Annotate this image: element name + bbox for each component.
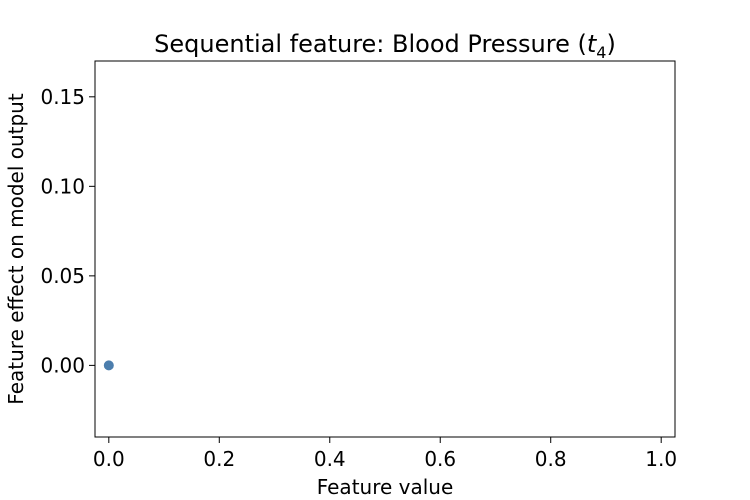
x-tick-label: 0.0: [93, 447, 125, 471]
chart-title-close: ): [606, 30, 615, 58]
data-point: [103, 360, 114, 371]
x-tick-label: 0.8: [535, 447, 567, 471]
x-tick-label: 1.0: [645, 447, 677, 471]
chart-title-main: Sequential feature: Blood Pressure (: [154, 30, 587, 58]
x-axis: 0.0 0.2 0.4 0.6 0.8 1.0: [93, 437, 677, 471]
x-tick-label: 0.2: [203, 447, 235, 471]
y-tick-label: 0.15: [40, 85, 85, 109]
y-tick-label: 0.10: [40, 174, 85, 198]
x-tick-label: 0.6: [424, 447, 456, 471]
plot-frame: [94, 60, 676, 438]
chart-title: Sequential feature: Blood Pressure (t4): [154, 30, 616, 62]
chart-title-var: t: [587, 30, 598, 58]
y-axis: 0.00 0.05 0.10 0.15: [40, 85, 95, 377]
y-tick-label: 0.05: [40, 264, 85, 288]
chart-title-sub: 4: [596, 43, 606, 62]
data-points: [103, 360, 114, 371]
y-tick-label: 0.00: [40, 353, 85, 377]
plot-area: [94, 60, 676, 438]
x-axis-label: Feature value: [317, 475, 454, 499]
y-axis-label: Feature effect on model output: [4, 93, 28, 405]
x-tick-label: 0.4: [314, 447, 346, 471]
